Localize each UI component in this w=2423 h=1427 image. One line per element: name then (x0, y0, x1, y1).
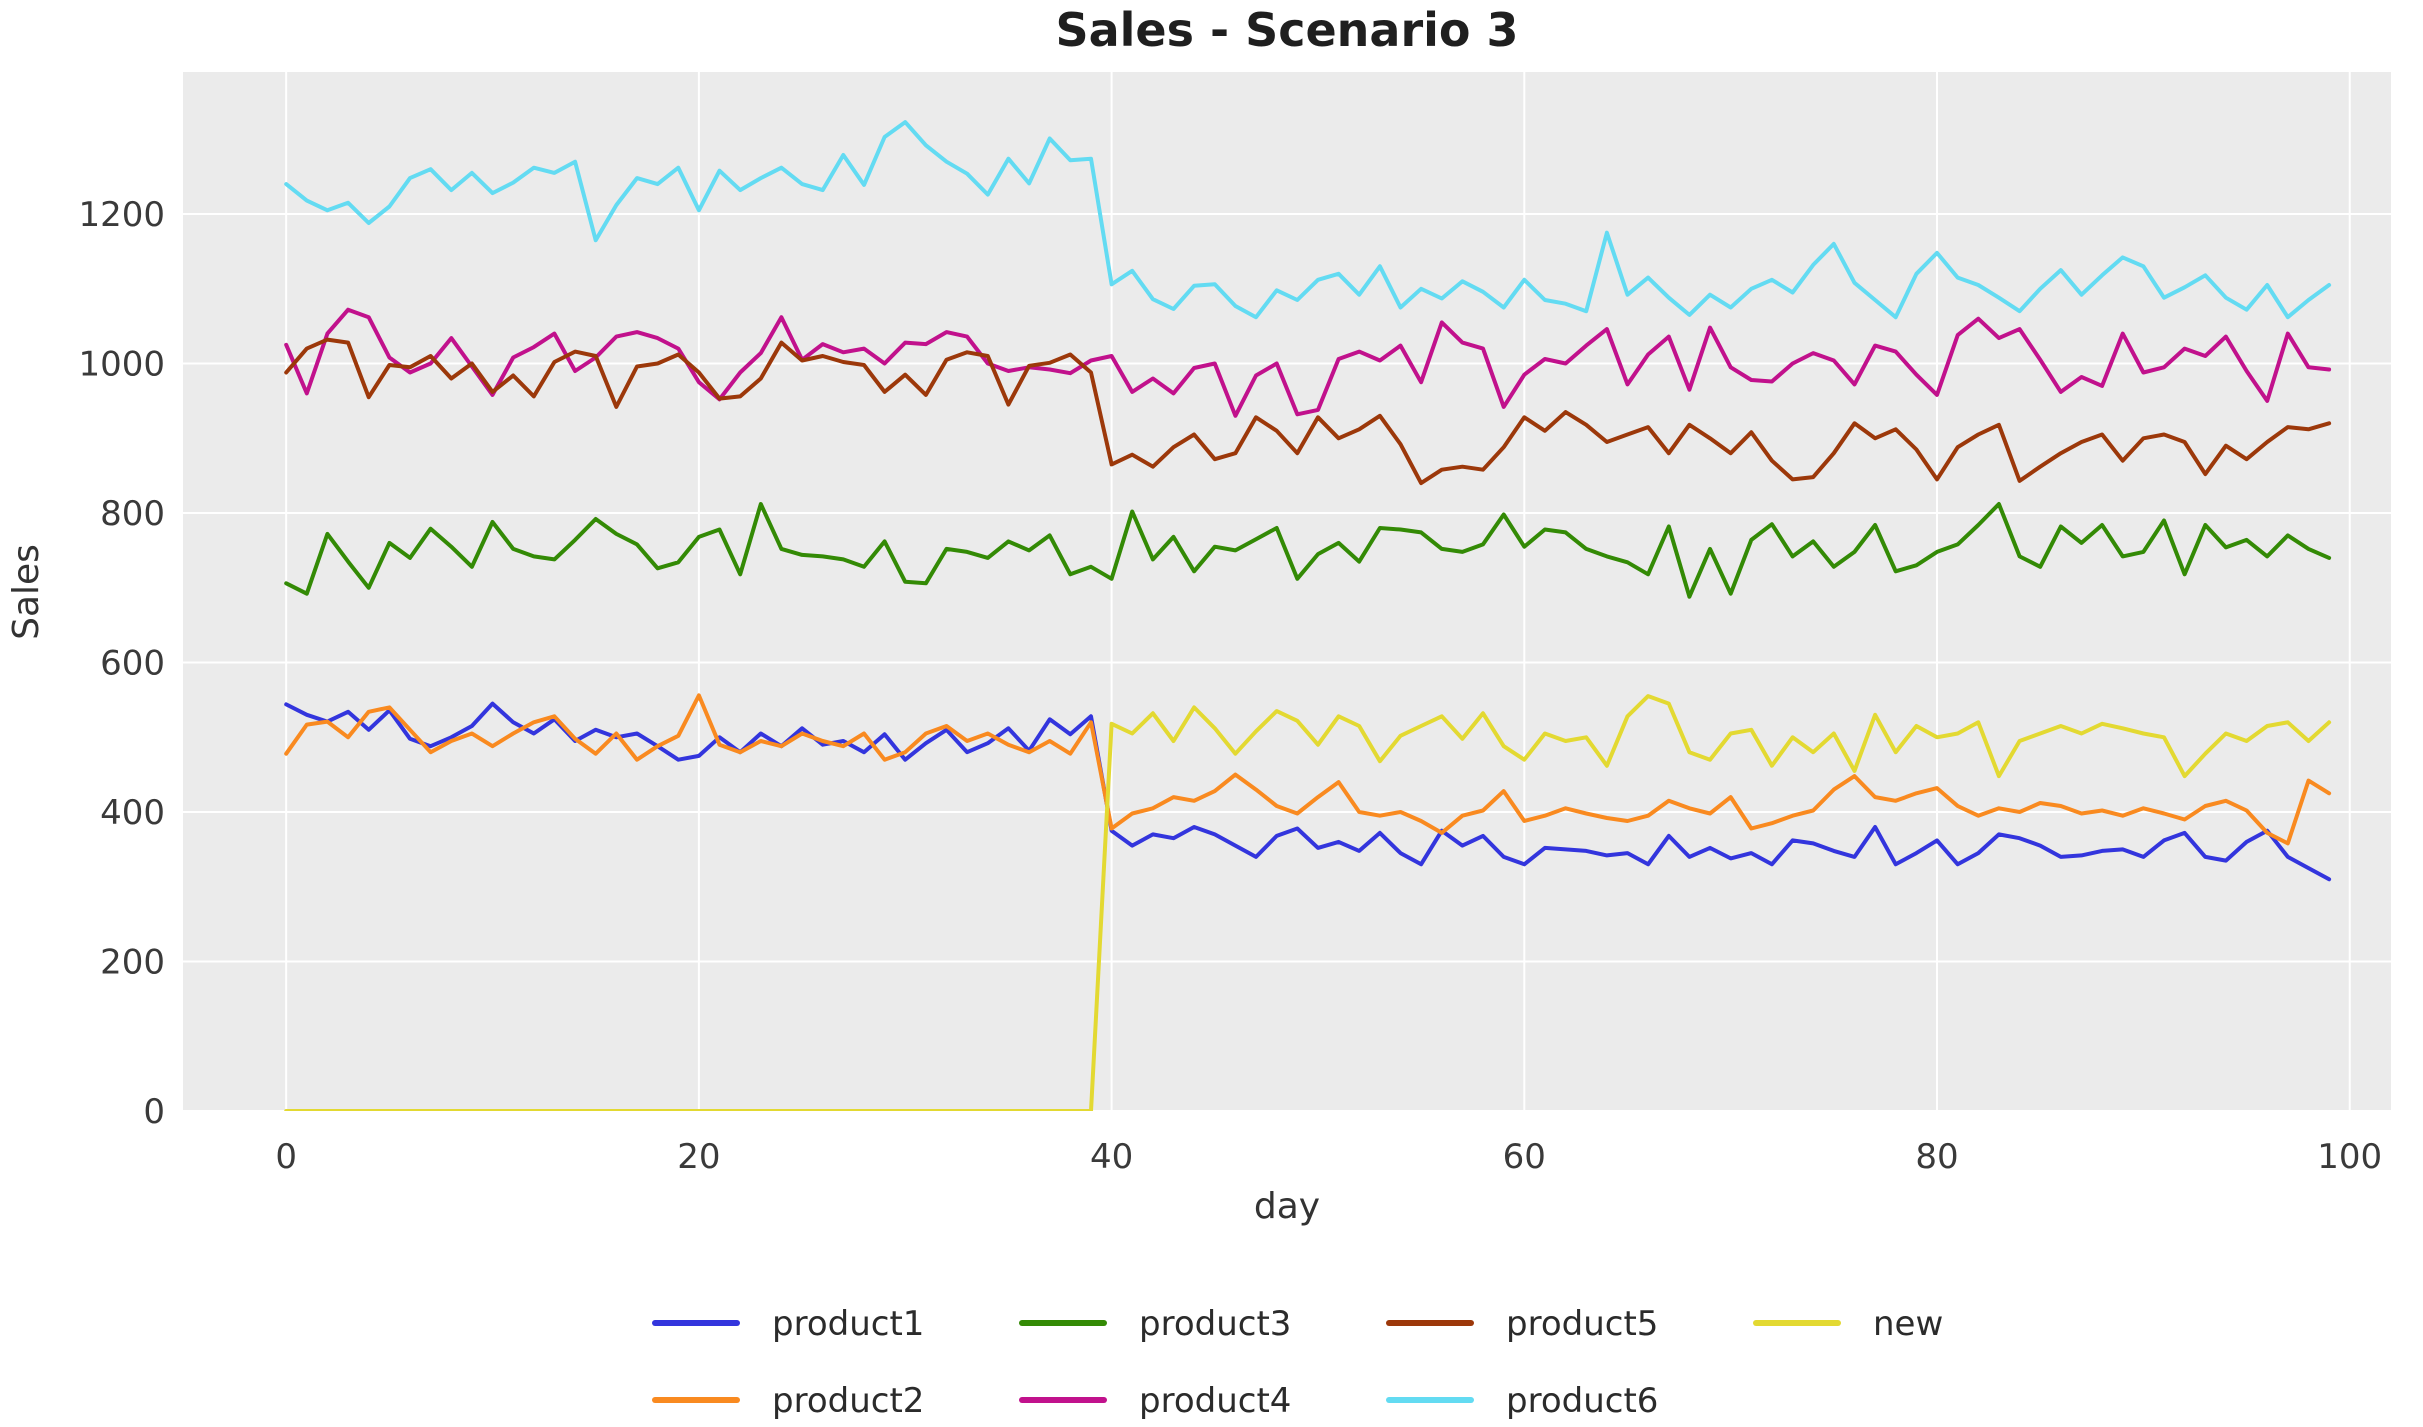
y-axis-label: Sales (6, 544, 47, 640)
x-tick-label: 80 (1915, 1137, 1958, 1177)
legend-label-product4: product4 (1139, 1381, 1291, 1421)
series-line-new[interactable] (284, 694, 2332, 1111)
y-tick-label: 800 (100, 494, 165, 534)
series-line-product4[interactable] (284, 307, 2332, 418)
x-tick-label: 40 (1090, 1137, 1133, 1177)
legend-item-product3[interactable]: product3 (1019, 1304, 1291, 1344)
y-tick-label: 0 (143, 1092, 165, 1132)
legend-item-product6[interactable]: product6 (1386, 1381, 1658, 1421)
legend-label-product3: product3 (1139, 1304, 1291, 1344)
x-tick-label: 20 (677, 1137, 720, 1177)
x-tick-label: 60 (1503, 1137, 1546, 1177)
series-line-product2[interactable] (284, 693, 2332, 846)
legend-item-new[interactable]: new (1753, 1304, 1943, 1344)
legend-label-new: new (1873, 1304, 1943, 1344)
y-tick-label: 400 (100, 793, 165, 833)
y-tick-label: 1000 (78, 345, 165, 385)
y-tick-label: 600 (100, 644, 165, 684)
plot-area (183, 72, 2391, 1112)
x-tick-label: 0 (275, 1137, 297, 1177)
legend-label-product5: product5 (1506, 1304, 1658, 1344)
axis-ticks: 0 200 400 600 800 1000 1200 0 20 40 60 80 100 (78, 195, 2382, 1177)
legend-label-product2: product2 (772, 1381, 924, 1421)
series-line-product1[interactable] (284, 701, 2332, 882)
y-tick-label: 200 (100, 943, 165, 983)
series-line-product5[interactable] (284, 337, 2332, 486)
y-tick-label: 1200 (78, 195, 165, 235)
legend-label-product1: product1 (772, 1304, 924, 1344)
legend-item-product2[interactable]: product2 (652, 1381, 924, 1421)
series-line-product6[interactable] (284, 120, 2332, 320)
chart-title: Sales - Scenario 3 (1055, 3, 1518, 57)
x-tick-label: 100 (2317, 1137, 2382, 1177)
legend-label-product6: product6 (1506, 1381, 1658, 1421)
legend-item-product4[interactable]: product4 (1019, 1381, 1291, 1421)
legend: product1 product2 product3 product4 product5… (652, 1304, 1943, 1421)
legend-item-product5[interactable]: product5 (1386, 1304, 1658, 1344)
legend-item-product1[interactable]: product1 (652, 1304, 924, 1344)
series-lines (284, 120, 2332, 1111)
plot-background (183, 72, 2391, 1111)
x-axis-label: day (1254, 1186, 1320, 1227)
series-line-product3[interactable] (284, 502, 2332, 599)
